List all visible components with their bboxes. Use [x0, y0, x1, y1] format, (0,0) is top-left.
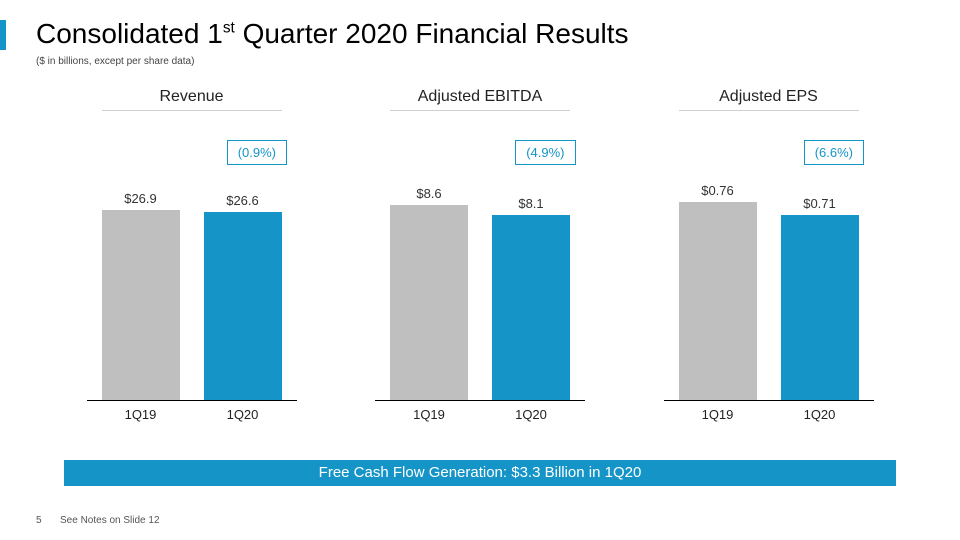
x-label: 1Q19: [679, 407, 757, 422]
bars-area: $8.6 $8.1: [375, 171, 585, 401]
delta-badge: (4.9%): [515, 140, 575, 165]
chart-title: Adjusted EBITDA: [390, 88, 570, 111]
bar-wrapper: $26.9: [102, 191, 180, 400]
bar-wrapper: $26.6: [204, 193, 282, 400]
bar-value-label: $8.6: [416, 186, 441, 201]
delta-badge: (6.6%): [804, 140, 864, 165]
bar: [492, 215, 570, 400]
x-labels: 1Q19 1Q20: [664, 407, 874, 422]
bar-wrapper: $8.1: [492, 196, 570, 400]
page-number: 5: [36, 515, 42, 526]
charts-row: Revenue(0.9%)$26.9$26.61Q191Q20Adjusted …: [64, 88, 896, 438]
chart-2: Adjusted EPS (6.6%) $0.76 $0.71 1Q19 1Q20: [641, 88, 896, 438]
bar: [679, 202, 757, 400]
bar-value-label: $8.1: [518, 196, 543, 211]
chart-title: Revenue: [102, 88, 282, 111]
x-label: 1Q20: [492, 407, 570, 422]
cash-flow-banner: Free Cash Flow Generation: $3.3 Billion …: [64, 460, 896, 486]
bar: [390, 205, 468, 400]
x-labels: 1Q19 1Q20: [375, 407, 585, 422]
bar: [204, 212, 282, 400]
x-label: 1Q20: [781, 407, 859, 422]
x-label: 1Q19: [102, 407, 180, 422]
bars-area: $26.9 $26.6: [87, 171, 297, 401]
bar-value-label: $0.76: [701, 183, 734, 198]
bar-wrapper: $8.6: [390, 186, 468, 400]
bar-wrapper: $0.76: [679, 183, 757, 400]
notes-text: See Notes on Slide 12: [60, 515, 160, 526]
slide: Consolidated 1st Quarter 2020 Financial …: [0, 0, 960, 540]
chart-1: Adjusted EBITDA (4.9%) $8.6 $8.1 1Q19 1Q20: [353, 88, 608, 438]
delta-row: (6.6%): [641, 111, 896, 171]
bars-area: $0.76 $0.71: [664, 171, 874, 401]
delta-row: (4.9%): [353, 111, 608, 171]
bar-value-label: $26.9: [124, 191, 157, 206]
bar: [781, 215, 859, 400]
accent-bar: [0, 20, 6, 50]
delta-row: (0.9%): [64, 111, 319, 171]
slide-subtitle: ($ in billions, except per share data): [36, 56, 194, 67]
bar: [102, 210, 180, 400]
delta-badge: (0.9%): [227, 140, 287, 165]
bar-wrapper: $0.71: [781, 196, 859, 400]
chart-title: Adjusted EPS: [679, 88, 859, 111]
slide-title: Consolidated 1st Quarter 2020 Financial …: [36, 18, 629, 50]
chart-0: Revenue (0.9%) $26.9 $26.6 1Q19 1Q20: [64, 88, 319, 438]
bar-value-label: $0.71: [803, 196, 836, 211]
bar-value-label: $26.6: [226, 193, 259, 208]
x-label: 1Q19: [390, 407, 468, 422]
x-label: 1Q20: [204, 407, 282, 422]
x-labels: 1Q19 1Q20: [87, 407, 297, 422]
